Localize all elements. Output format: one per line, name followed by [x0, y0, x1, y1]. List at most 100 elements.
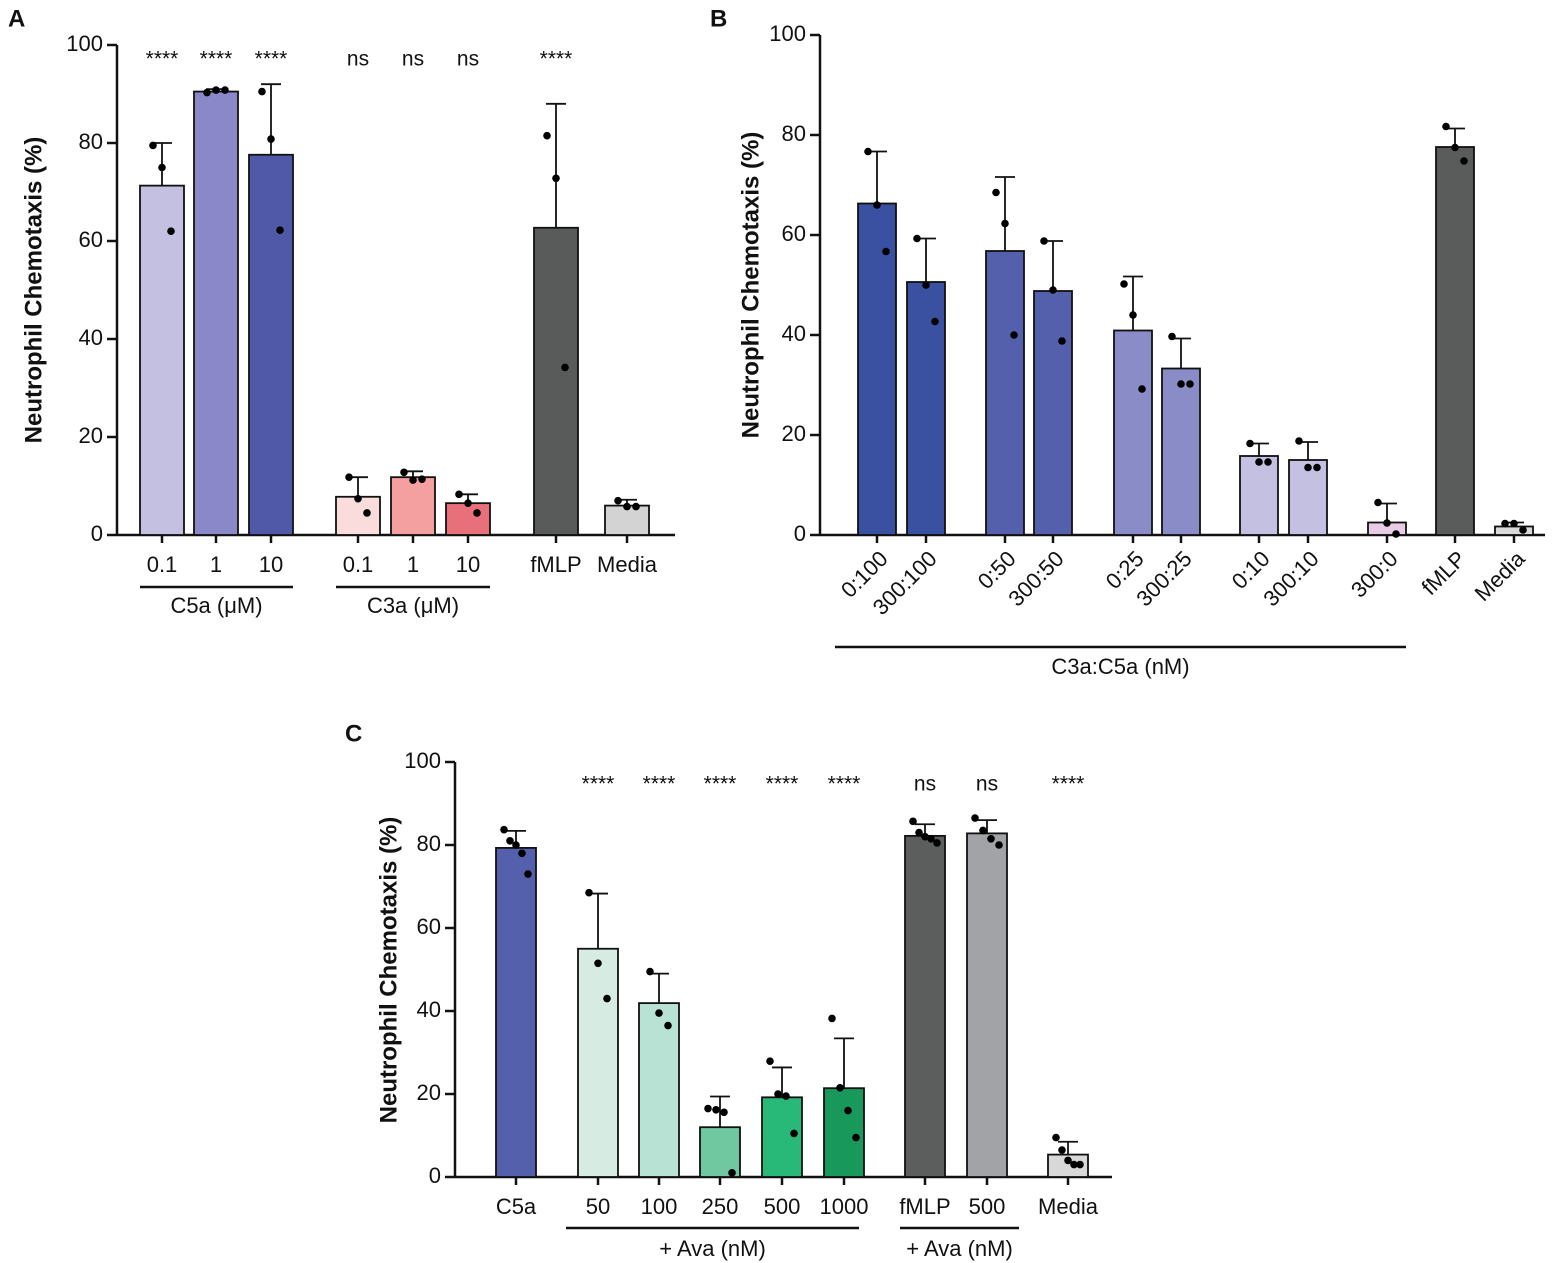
data-point	[1129, 311, 1137, 319]
data-point	[418, 475, 426, 483]
data-point	[552, 174, 560, 183]
data-point	[909, 817, 917, 826]
bar	[139, 184, 185, 536]
x-tick-label: 300:50	[1003, 546, 1068, 611]
x-tick-label: fMLP	[1417, 546, 1471, 600]
x-tick-label: 500	[969, 1194, 1006, 1219]
x-tick-label: Media	[597, 552, 658, 577]
x-tick-label: 10	[456, 552, 480, 577]
x-tick-label: C5a	[496, 1194, 537, 1219]
bar	[761, 1096, 803, 1178]
x-tick-label: 1	[407, 552, 419, 577]
group-label: + Ava (nM)	[659, 1236, 766, 1261]
data-point	[1058, 1146, 1066, 1154]
y-axis-label: Neutrophil Chemotaxis (%)	[375, 817, 402, 1124]
y-tick-label: 40	[782, 321, 806, 346]
significance: ****	[540, 48, 573, 71]
data-point	[158, 163, 166, 172]
bar	[577, 947, 619, 1178]
bar	[1435, 146, 1475, 536]
data-point	[864, 147, 872, 156]
data-point	[790, 1129, 798, 1138]
x-tick-label: 100	[641, 1194, 678, 1219]
data-point	[1392, 530, 1400, 538]
data-point	[1001, 219, 1009, 228]
data-point	[664, 1021, 672, 1030]
x-tick-label: 300:25	[1131, 546, 1196, 611]
data-point	[995, 841, 1003, 849]
data-point	[603, 994, 611, 1003]
significance: ns	[976, 773, 998, 796]
x-tick-label: Media	[1038, 1194, 1099, 1219]
data-point	[1049, 286, 1057, 294]
bar	[985, 250, 1025, 536]
bar	[904, 834, 946, 1178]
group-label: C3a:C5a (nM)	[1051, 654, 1189, 679]
y-tick-label: 60	[782, 221, 806, 246]
x-tick-label: 300:10	[1258, 546, 1323, 611]
significance: ****	[704, 773, 737, 796]
x-tick-label: 300:0	[1346, 546, 1403, 603]
bar	[533, 226, 579, 536]
data-point	[913, 234, 921, 243]
y-tick-label: 0	[429, 1163, 441, 1188]
data-point	[212, 86, 220, 94]
y-tick-label: 80	[79, 129, 103, 154]
y-tick-label: 100	[66, 31, 103, 56]
data-point	[1076, 1160, 1084, 1169]
data-point	[774, 1090, 782, 1098]
data-point	[1010, 331, 1018, 339]
bar	[906, 281, 946, 536]
x-tick-label: 50	[586, 1194, 610, 1219]
data-point	[1510, 519, 1518, 528]
group-label: C5a (μM)	[170, 593, 262, 618]
data-point	[614, 496, 622, 505]
y-tick-label: 40	[79, 325, 103, 350]
data-point	[267, 135, 275, 143]
y-tick-label: 20	[79, 423, 103, 448]
group-label: C3a (μM)	[367, 593, 459, 618]
panel-label: B	[710, 5, 727, 32]
bar	[857, 202, 897, 536]
data-point	[400, 468, 408, 477]
data-point	[1040, 237, 1048, 245]
data-point	[506, 837, 514, 845]
bar	[1113, 329, 1153, 536]
data-point	[1138, 385, 1146, 393]
data-point	[1304, 463, 1312, 472]
bar	[1033, 290, 1073, 536]
bar	[638, 1002, 680, 1178]
data-point	[922, 281, 930, 289]
data-point	[1264, 458, 1272, 466]
data-point	[594, 959, 602, 968]
data-point	[1246, 439, 1254, 448]
y-tick-label: 40	[417, 997, 441, 1022]
data-point	[623, 502, 631, 511]
data-point	[500, 825, 508, 834]
x-tick-label: fMLP	[899, 1194, 950, 1219]
data-point	[1313, 463, 1321, 472]
data-point	[1120, 280, 1128, 288]
significance: ****	[200, 48, 233, 71]
bar	[390, 476, 436, 536]
panel-label: C	[345, 720, 362, 747]
data-point	[455, 490, 463, 499]
data-point	[766, 1057, 774, 1066]
data-point	[979, 826, 987, 835]
data-point	[782, 1092, 790, 1100]
bar	[495, 847, 537, 1178]
data-point	[828, 1014, 836, 1023]
data-point	[464, 499, 472, 507]
bar	[193, 90, 239, 536]
x-tick-label: 1000	[820, 1194, 869, 1219]
x-tick-label: 0.1	[343, 552, 374, 577]
data-point	[221, 86, 229, 94]
data-point	[203, 88, 211, 97]
group-label: + Ava (nM)	[906, 1236, 1013, 1261]
data-point	[561, 363, 569, 372]
x-tick-label: Media	[1470, 545, 1531, 606]
y-tick-label: 0	[794, 521, 806, 546]
data-point	[987, 834, 995, 843]
bar	[1494, 525, 1534, 536]
